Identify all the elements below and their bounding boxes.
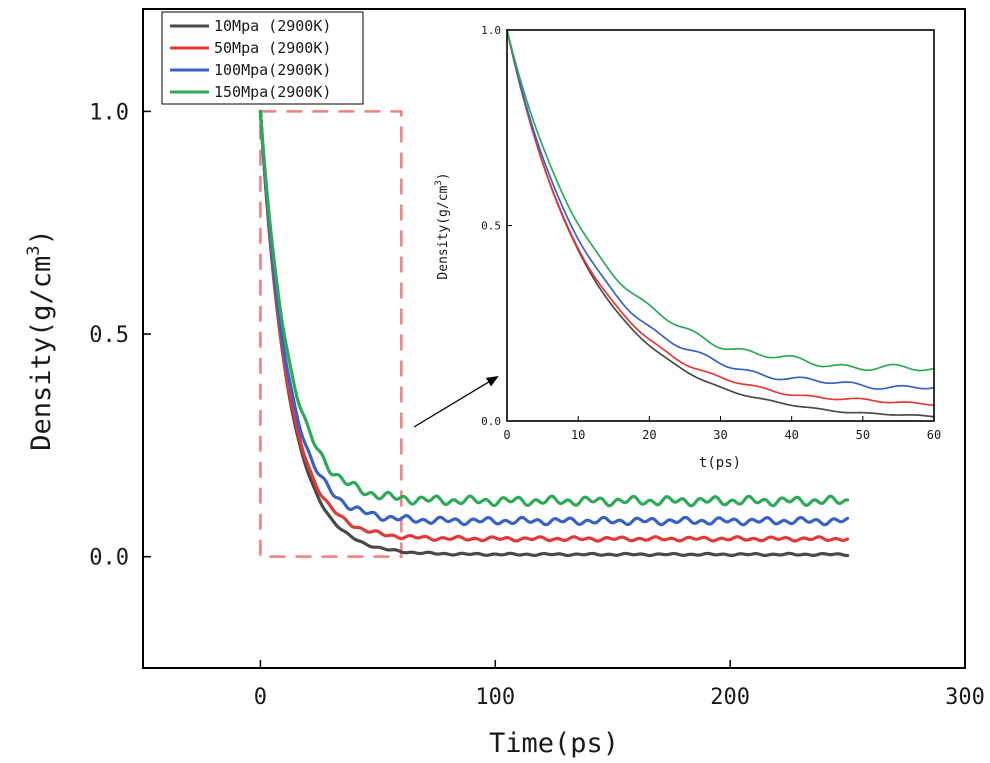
main-y-tick-label: 0.0 [89, 546, 129, 571]
legend-label-0: 10Mpa (2900K) [214, 17, 331, 35]
inset-x-tick-label: 50 [856, 428, 870, 442]
inset-series-line-1 [506, 29, 935, 406]
legend-label-2: 100Mpa(2900K) [214, 61, 331, 79]
zoom-arrow [413, 375, 499, 428]
inset-series-line-3 [506, 29, 935, 372]
inset-x-axis-ticks: 0 10 20 30 40 50 60 [503, 416, 941, 442]
inset-y-axis-label: Density(g/cm3) [434, 172, 451, 279]
main-y-tick-label: 1.0 [89, 100, 129, 125]
zoom-region-box [259, 110, 403, 558]
inset-y-tick-label: 0.5 [481, 220, 501, 233]
main-y-tick-label: 0.5 [89, 323, 129, 348]
inset-x-tick-label: 10 [571, 428, 585, 442]
main-series-line-3 [258, 109, 850, 508]
inset-y-tick-label: 0.0 [481, 415, 501, 428]
main-x-axis-ticks: 0 100 200 300 [254, 660, 985, 710]
legend-label-1: 50Mpa (2900K) [214, 39, 331, 57]
main-plot-frame [142, 8, 966, 669]
inset-x-tick-label: 20 [642, 428, 656, 442]
inset-x-tick-label: 40 [784, 428, 798, 442]
main-series-line-2 [258, 109, 850, 527]
main-y-axis-label: Density(g/cm3) [24, 229, 57, 451]
inset-x-tick-label: 30 [713, 428, 727, 442]
main-y-axis-ticks: 0.0 0.5 1.0 [89, 100, 151, 571]
legend-label-3: 150Mpa(2900K) [214, 83, 331, 101]
main-series-line-1 [258, 109, 850, 543]
legend: 10Mpa (2900K) 50Mpa (2900K) 100Mpa(2900K) 1… [161, 11, 364, 105]
main-x-tick-label: 100 [475, 685, 515, 710]
main-x-tick-label: 200 [710, 685, 750, 710]
main-x-axis-label: Time(ps) [489, 728, 619, 759]
inset-x-axis-label: t(ps) [699, 455, 741, 471]
inset-y-axis-ticks: 0.0 0.5 1.0 [481, 24, 512, 428]
inset-x-tick-label: 60 [927, 428, 941, 442]
main-x-tick-label: 0 [254, 685, 267, 710]
inset-y-tick-label: 1.0 [481, 24, 501, 37]
main-series-group [258, 109, 850, 558]
inset-x-tick-label: 0 [503, 428, 510, 442]
main-x-tick-label: 300 [945, 685, 985, 710]
main-series-line-0 [258, 109, 850, 558]
inset-series-group [506, 29, 935, 418]
inset-series-line-2 [506, 29, 935, 390]
